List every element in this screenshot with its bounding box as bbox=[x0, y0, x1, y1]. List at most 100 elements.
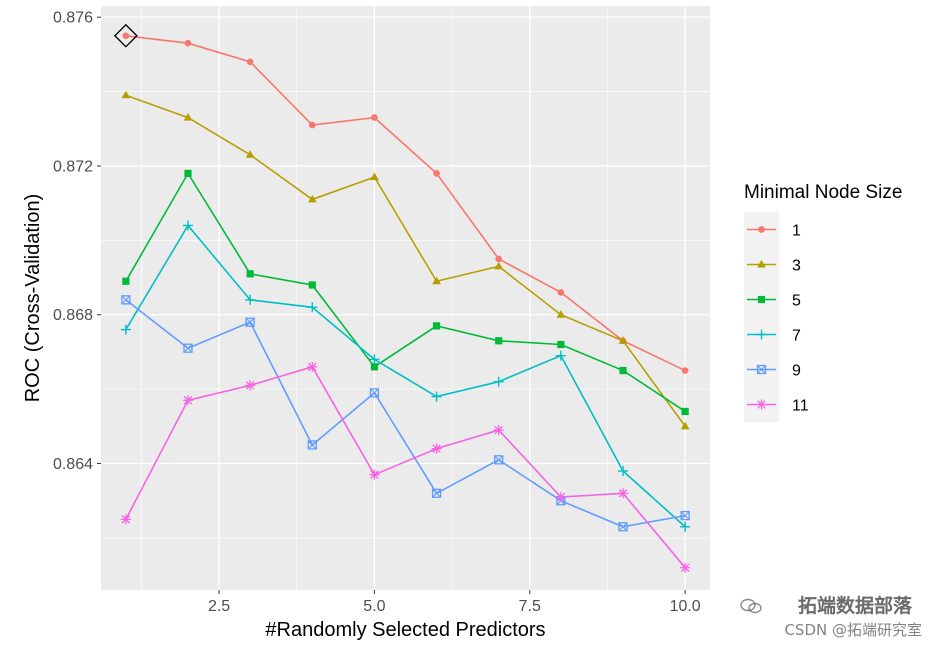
data-point-11 bbox=[555, 492, 566, 503]
data-point-7 bbox=[555, 350, 566, 361]
data-point-3 bbox=[245, 150, 255, 158]
series-line-9 bbox=[125, 299, 686, 528]
data-point-5 bbox=[246, 270, 254, 278]
data-point-9 bbox=[183, 343, 193, 353]
data-point-5 bbox=[557, 340, 565, 349]
data-point-11 bbox=[183, 395, 193, 406]
series-line-1 bbox=[125, 34, 686, 372]
data-point-1 bbox=[495, 255, 503, 263]
data-point-9 bbox=[307, 440, 317, 450]
best-point-marker bbox=[113, 23, 138, 48]
legend-label: 9 bbox=[792, 363, 801, 380]
data-point-11 bbox=[680, 562, 691, 573]
wechat-icon bbox=[740, 598, 762, 614]
legend-key-marker-11 bbox=[756, 399, 767, 410]
data-point-1 bbox=[308, 121, 316, 129]
data-point-7 bbox=[431, 391, 442, 402]
watermark-brand: 拓端数据部落 bbox=[797, 595, 912, 617]
data-point-3 bbox=[680, 421, 690, 430]
legend-title: Minimal Node Size bbox=[744, 182, 902, 203]
x-tick-label: 10.0 bbox=[670, 598, 701, 615]
data-point-7 bbox=[680, 521, 691, 532]
x-axis: 2.5 5.0 7.5 10.0 bbox=[208, 590, 701, 615]
data-point-5 bbox=[308, 281, 316, 289]
x-tick-label: 7.5 bbox=[519, 598, 541, 615]
legend-key-marker-5 bbox=[757, 295, 766, 304]
data-point-3 bbox=[556, 310, 566, 318]
y-axis-title: ROC (Cross-Validation) bbox=[22, 194, 44, 403]
x-tick-label: 5.0 bbox=[363, 598, 385, 615]
data-point-1 bbox=[681, 367, 689, 374]
data-point-3 bbox=[494, 261, 504, 270]
data-point-7 bbox=[307, 302, 318, 313]
data-point-5 bbox=[370, 363, 379, 371]
y-axis: 0.864 0.868 0.872 0.876 bbox=[53, 10, 101, 473]
legend-key-marker-3 bbox=[757, 259, 766, 268]
data-point-3 bbox=[618, 336, 628, 344]
data-point-7 bbox=[120, 324, 131, 335]
legend-label: 5 bbox=[792, 293, 801, 310]
y-tick-label: 0.868 bbox=[53, 307, 93, 324]
y-tick-label: 0.872 bbox=[53, 158, 93, 175]
grid-major bbox=[101, 6, 710, 590]
data-point-1 bbox=[433, 170, 440, 177]
y-tick-label: 0.864 bbox=[53, 456, 93, 473]
data-point-7 bbox=[183, 220, 193, 231]
data-point-3 bbox=[370, 172, 379, 181]
watermark-credit: CSDN @拓端研究室 bbox=[784, 621, 922, 639]
series-line-5 bbox=[125, 171, 686, 413]
data-point-9 bbox=[369, 388, 380, 398]
data-point-5 bbox=[495, 337, 503, 345]
grid-minor bbox=[101, 6, 710, 590]
data-point-5 bbox=[681, 407, 689, 416]
data-point-11 bbox=[431, 443, 442, 454]
data-point-3 bbox=[432, 276, 441, 285]
legend-keys: 1 3 5 7 9 11 bbox=[744, 212, 809, 422]
series-layer bbox=[113, 23, 691, 573]
legend-label: 1 bbox=[792, 223, 801, 240]
series-line-7 bbox=[125, 224, 686, 528]
data-point-5 bbox=[619, 366, 627, 375]
data-point-11 bbox=[307, 361, 318, 372]
data-point-1 bbox=[371, 114, 378, 121]
data-point-11 bbox=[120, 514, 131, 525]
data-point-9 bbox=[618, 522, 628, 532]
data-point-7 bbox=[369, 354, 380, 365]
legend-key-marker-9 bbox=[756, 364, 767, 375]
legend-label: 7 bbox=[792, 328, 801, 345]
data-point-9 bbox=[121, 295, 131, 305]
data-point-11 bbox=[369, 469, 380, 480]
data-point-3 bbox=[183, 112, 193, 121]
series-line-3 bbox=[125, 94, 686, 427]
data-point-11 bbox=[618, 488, 628, 499]
data-point-3 bbox=[121, 90, 131, 99]
series-line-11 bbox=[125, 365, 686, 569]
data-point-7 bbox=[493, 376, 504, 387]
data-point-5 bbox=[432, 322, 441, 330]
data-point-5 bbox=[184, 169, 192, 177]
data-point-7 bbox=[245, 294, 256, 305]
data-point-11 bbox=[493, 425, 504, 436]
data-point-1 bbox=[246, 58, 254, 66]
data-point-7 bbox=[618, 465, 628, 476]
legend: Minimal Node Size 1 3 5 7 9 11 bbox=[744, 182, 902, 422]
legend-key-marker-7 bbox=[756, 329, 767, 340]
x-axis-title: #Randomly Selected Predictors bbox=[265, 619, 545, 641]
data-point-5 bbox=[122, 277, 130, 285]
data-point-1 bbox=[557, 289, 565, 296]
data-point-9 bbox=[680, 510, 690, 521]
legend-key-marker-1 bbox=[758, 226, 765, 233]
data-point-1 bbox=[122, 32, 130, 40]
y-tick-label: 0.876 bbox=[53, 10, 93, 27]
legend-label: 11 bbox=[792, 398, 809, 415]
x-tick-label: 2.5 bbox=[208, 598, 230, 615]
data-point-9 bbox=[431, 488, 442, 498]
data-point-9 bbox=[494, 455, 504, 465]
data-point-9 bbox=[245, 317, 255, 327]
data-point-1 bbox=[184, 39, 192, 47]
plot-panel bbox=[101, 6, 710, 590]
legend-label: 3 bbox=[792, 258, 801, 275]
data-point-11 bbox=[245, 380, 256, 391]
data-point-3 bbox=[307, 194, 317, 203]
